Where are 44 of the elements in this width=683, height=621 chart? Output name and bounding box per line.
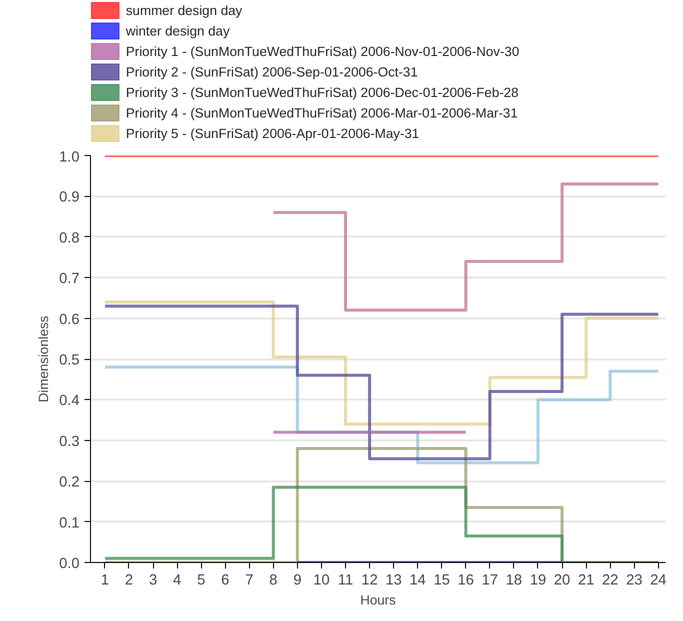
legend-label: Priority 4 - (SunMonTueWedThuFriSat) 2006-Mar-01-2006-Mar-31 <box>126 106 518 120</box>
y-tick-label: 1.0 <box>59 150 80 166</box>
x-tick-label: 16 <box>458 572 474 588</box>
x-tick-label: 19 <box>530 572 546 588</box>
x-tick-label: 24 <box>650 572 666 588</box>
y-tick-label: 0.6 <box>59 312 80 328</box>
y-tick-label: 0.4 <box>59 393 80 410</box>
y-tick-label: 0.1 <box>59 515 80 532</box>
x-axis-title: Hours <box>360 592 396 608</box>
legend-label: Priority 1 - (SunMonTueWedThuFriSat) 2006-Nov-01-2006-Nov-30 <box>126 44 520 59</box>
x-tick-label: 1 <box>100 572 110 588</box>
x-tick-label: 11 <box>338 572 354 588</box>
x-tick-label: 2 <box>124 572 134 588</box>
x-tick-label: 8 <box>269 572 278 588</box>
y-tick-label: 0.0 <box>59 556 80 572</box>
legend-label: Priority 2 - (SunFriSat) 2006-Sep-01-2006-Oct-31 <box>126 64 418 80</box>
x-tick-label: 13 <box>385 572 402 588</box>
legend-label: winter design day <box>124 24 230 38</box>
y-tick-label: 0.9 <box>59 190 80 206</box>
x-tick-label: 23 <box>626 572 642 588</box>
x-tick-label: 5 <box>197 572 206 588</box>
x-tick-label: 12 <box>361 572 378 588</box>
y-tick-label: 0.8 <box>59 230 80 246</box>
y-tick-label: 0.3 <box>59 434 80 450</box>
x-tick-label: 9 <box>293 572 302 588</box>
x-tick-label: 15 <box>434 572 450 588</box>
y-tick-label: 0.2 <box>59 474 80 491</box>
x-tick-label: 3 <box>148 572 158 588</box>
x-tick-label: 21 <box>578 572 594 588</box>
x-tick-label: 6 <box>221 572 230 588</box>
x-tick-label: 17 <box>482 572 498 588</box>
x-tick-label: 4 <box>173 572 182 588</box>
x-tick-label: 22 <box>602 572 618 588</box>
legend-label: Priority 5 - (SunFriSat) 2006-Apr-01-2006-May-31 <box>126 126 420 141</box>
x-tick-label: 7 <box>245 572 254 588</box>
x-tick-label: 10 <box>313 572 330 588</box>
legend-label: summer design day <box>126 3 243 18</box>
x-tick-label: 14 <box>410 572 426 588</box>
y-axis-title: Dimensionless <box>36 315 52 402</box>
legend-label: Priority 3 - (SunMonTueWedThuFriSat) 2006-Dec-01-2006-Feb-28 <box>126 85 518 100</box>
y-tick-label: 0.7 <box>59 271 80 288</box>
y-tick-label: 0.5 <box>59 352 80 368</box>
x-tick-label: 20 <box>554 572 570 588</box>
x-tick-label: 18 <box>506 572 522 588</box>
